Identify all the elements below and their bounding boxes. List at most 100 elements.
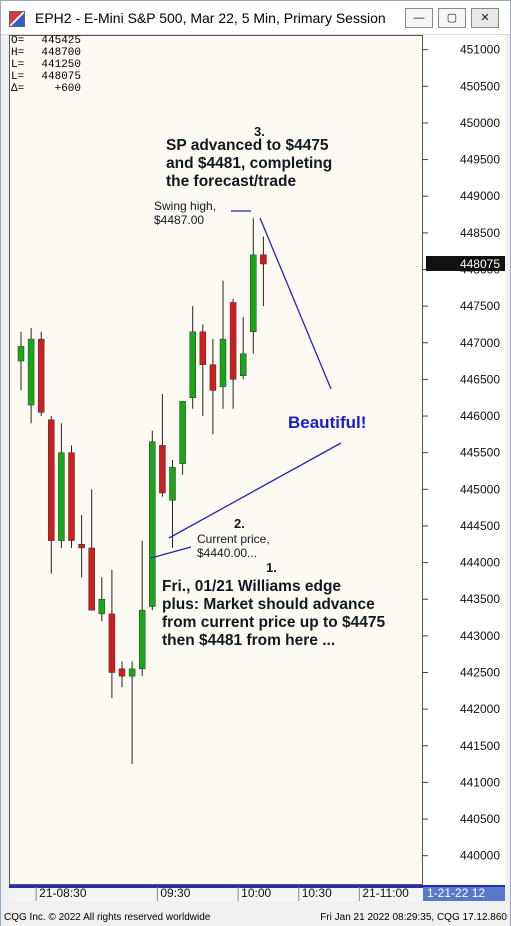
copyright-text: CQG Inc. © 2022 All rights reserved worl… bbox=[4, 912, 211, 923]
y-tick-label: 444000 bbox=[460, 556, 500, 570]
candle-body bbox=[78, 544, 85, 549]
ohlc-value: 445425 bbox=[41, 35, 81, 47]
y-tick-label: 442500 bbox=[460, 666, 500, 680]
y-tick-label: 445500 bbox=[460, 446, 500, 460]
ohlc-key: L= bbox=[11, 71, 25, 83]
timestamp-text: Fri Jan 21 2022 08:29:35, CQG 17.12.860 bbox=[320, 912, 507, 923]
ohlc-key: O= bbox=[11, 35, 25, 47]
y-tick-label: 440000 bbox=[460, 849, 500, 863]
ohlc-low-row: L= 441250 bbox=[11, 59, 81, 71]
ohlc-readout: O= 445425 H= 448700 L= 441250 L= 448075 Δ= +6… bbox=[11, 35, 81, 95]
candle bbox=[27, 328, 35, 424]
candle bbox=[239, 317, 247, 380]
plot-area[interactable] bbox=[9, 35, 423, 885]
candle bbox=[260, 236, 267, 307]
candle-body bbox=[138, 609, 146, 670]
maximize-button[interactable]: ▢ bbox=[438, 8, 466, 28]
ohlc-value: +600 bbox=[54, 83, 81, 95]
y-tick-label: 451000 bbox=[460, 43, 500, 57]
close-button[interactable]: ✕ bbox=[471, 8, 499, 28]
candle bbox=[48, 416, 55, 574]
current-price-line: Current price, bbox=[197, 532, 270, 546]
candle bbox=[78, 514, 85, 578]
ohlc-change-row: Δ= +600 bbox=[11, 83, 81, 95]
rise-forecast-line bbox=[168, 442, 342, 539]
x-tick-label: 09:30 bbox=[160, 886, 190, 900]
candle bbox=[37, 331, 45, 417]
candle-body bbox=[159, 445, 166, 494]
candle bbox=[68, 445, 75, 548]
candle-body bbox=[189, 331, 196, 398]
ohlc-value: 441250 bbox=[41, 59, 81, 71]
x-tick-label: 10:30 bbox=[302, 886, 332, 900]
candle-body bbox=[17, 346, 25, 362]
y-tick-label: 446000 bbox=[460, 409, 500, 423]
candle bbox=[138, 540, 146, 677]
title-bar[interactable]: EPH2 - E-Mini S&P 500, Mar 22, 5 Min, Pr… bbox=[1, 1, 510, 35]
candle bbox=[98, 577, 106, 622]
status-bar: CQG Inc. © 2022 All rights reserved worl… bbox=[1, 910, 510, 926]
candle bbox=[108, 569, 116, 699]
ohlc-open-row: O= 445425 bbox=[11, 35, 81, 47]
current-price-line: $4440.00... bbox=[197, 546, 258, 560]
time-axis[interactable] bbox=[9, 885, 505, 901]
decline-forecast-line bbox=[259, 217, 332, 390]
y-tick-label: 442000 bbox=[460, 702, 500, 716]
y-tick-label: 441500 bbox=[460, 739, 500, 753]
y-tick-label: 443000 bbox=[460, 629, 500, 643]
note2-number: 2. bbox=[234, 516, 245, 531]
y-tick-label: 448500 bbox=[460, 226, 500, 240]
note1-text: Fri., 01/21 Williams edge plus: Market s… bbox=[162, 578, 385, 650]
candle bbox=[58, 423, 65, 548]
annotation-lines bbox=[150, 210, 342, 559]
app-icon bbox=[9, 11, 25, 27]
y-tick-label: 450500 bbox=[460, 79, 500, 93]
y-tick-label: 447500 bbox=[460, 299, 500, 313]
swing-high-label: Swing high, $4487.00 bbox=[154, 199, 216, 227]
swing-high-line: $4487.00 bbox=[154, 213, 205, 227]
y-tick-label: 443500 bbox=[460, 592, 500, 606]
candle-body bbox=[169, 467, 176, 501]
x-axis-labels: 21-08:30 09:30 10:00 10:30 21-11:00 1-21-22 1… bbox=[35, 886, 505, 901]
minimize-button[interactable]: — bbox=[405, 8, 433, 28]
candle-body bbox=[128, 668, 136, 677]
candle bbox=[17, 331, 25, 391]
y-tick-label: 444500 bbox=[460, 519, 500, 533]
date-marker-box bbox=[423, 887, 505, 901]
candle-body bbox=[48, 419, 55, 541]
candle-body bbox=[179, 401, 186, 464]
candle-body bbox=[108, 613, 116, 673]
y-tick-label: 441000 bbox=[460, 775, 500, 789]
ohlc-value: 448700 bbox=[41, 47, 81, 59]
y-tick-label: 446500 bbox=[460, 372, 500, 386]
candle-body bbox=[229, 302, 237, 380]
last-price-label: 448075 bbox=[460, 257, 500, 271]
y-axis-labels: 440000 440500 441000 441500 442000 442500 4430… bbox=[423, 43, 505, 863]
ohlc-key: Δ= bbox=[11, 83, 25, 95]
beautiful-label: Beautiful! bbox=[288, 413, 367, 432]
candle bbox=[250, 218, 257, 354]
note1-line: from current price up to $4475 bbox=[162, 614, 386, 631]
candle-body bbox=[149, 441, 156, 607]
candle-body bbox=[260, 254, 267, 265]
candle-body bbox=[239, 353, 247, 376]
note1-line: then $4481 from here ... bbox=[162, 632, 336, 649]
swing-high-line: Swing high, bbox=[154, 199, 217, 213]
candle-body bbox=[219, 338, 227, 387]
candle bbox=[128, 661, 136, 765]
note3-number: 3. bbox=[254, 124, 265, 139]
y-tick-label: 440500 bbox=[460, 812, 500, 826]
candle-body bbox=[118, 668, 126, 677]
y-tick-label: 449500 bbox=[460, 153, 500, 167]
note3-text: SP advanced to $4475 and $4481, completi… bbox=[166, 137, 332, 191]
candle bbox=[229, 298, 237, 409]
note1-line: Fri., 01/21 Williams edge bbox=[162, 578, 342, 595]
last-price-marker bbox=[426, 255, 505, 271]
y-tick-label: 447000 bbox=[460, 336, 500, 350]
note1-line: plus: Market should advance bbox=[162, 596, 375, 613]
price-axis[interactable] bbox=[423, 35, 505, 885]
note3-line: SP advanced to $4475 bbox=[166, 137, 329, 154]
date-marker-label: 1-21-22 12 bbox=[427, 886, 485, 900]
note3-line: the forecast/trade bbox=[166, 173, 297, 190]
